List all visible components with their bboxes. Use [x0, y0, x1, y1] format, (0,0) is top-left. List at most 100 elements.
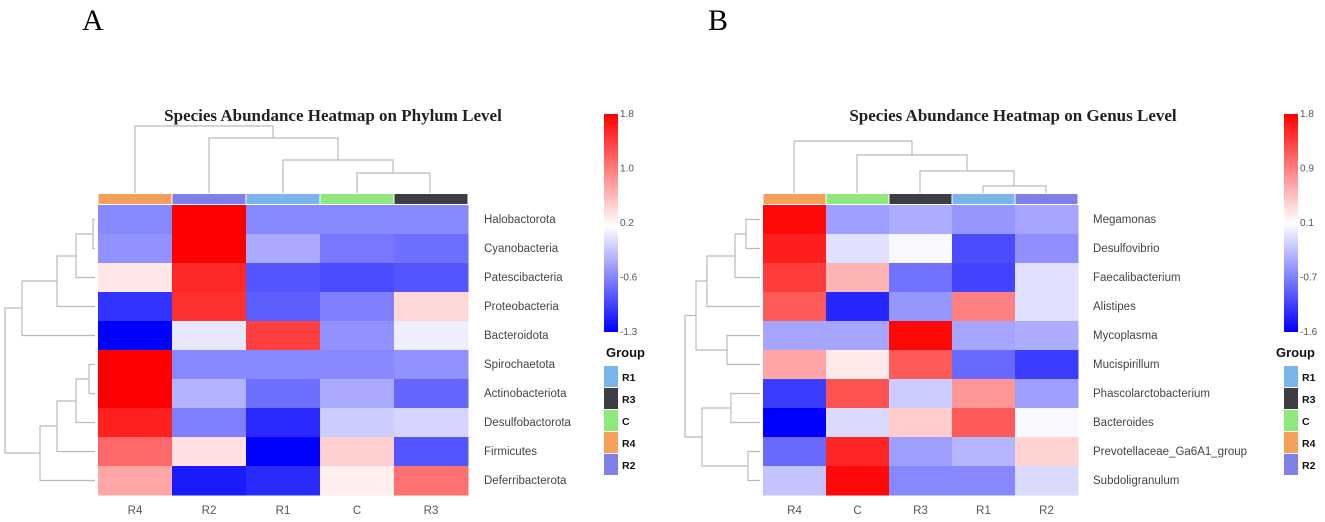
heatmap-cell [952, 321, 1016, 351]
row-dendrogram-b [684, 218, 760, 482]
colorbar-tick: 1.0 [620, 164, 634, 175]
row-label: Faecalibacterium [1093, 272, 1181, 284]
heatmap-cell [952, 350, 1016, 380]
colorbar [604, 114, 618, 332]
legend-swatch [604, 388, 618, 409]
heatmap-cell [952, 466, 1016, 496]
column-label: R4 [787, 505, 802, 517]
colorbar-tick: 0.9 [1300, 164, 1314, 175]
heatmap-cell [763, 437, 827, 467]
group-annotation-bar [763, 194, 826, 204]
legend-swatch [604, 410, 618, 431]
heatmap-cell [98, 321, 173, 351]
heatmap-cell [889, 234, 953, 264]
heatmap-cell [320, 234, 395, 264]
panel-label-a: A [82, 4, 104, 37]
heatmap-cell [826, 205, 890, 235]
column-label: R2 [202, 505, 217, 517]
heatmap-cell [246, 408, 321, 438]
group-annotation-bar [826, 194, 889, 204]
colorbar [1284, 114, 1298, 332]
heatmap-cell [246, 466, 321, 496]
heatmap-cell [1015, 350, 1079, 380]
colorbar-tick: 0.2 [620, 218, 634, 229]
heatmap-cell [98, 263, 173, 293]
panel-label-b: B [708, 4, 728, 37]
group-annotation-bar [246, 194, 320, 204]
heatmap-cell [98, 437, 173, 467]
heatmap-cell [246, 234, 321, 264]
row-label: Halobactorota [484, 214, 556, 226]
heatmap-cell [98, 292, 173, 322]
heatmap-cell [394, 292, 469, 322]
row-label: Mucispirillum [1093, 359, 1159, 371]
legend-swatch [604, 432, 618, 453]
heatmap-cell [763, 350, 827, 380]
heatmap-cell [763, 263, 827, 293]
colorbar-tick: -1.3 [620, 327, 638, 338]
heatmap-cell [320, 350, 395, 380]
row-label: Bacteroidota [484, 330, 549, 342]
heatmap-cell [172, 350, 247, 380]
row-label: Bacteroides [1093, 417, 1154, 429]
row-label: Megamonas [1093, 214, 1157, 226]
heatmap-cell [394, 263, 469, 293]
legend-label: R3 [1302, 394, 1316, 406]
heatmap-cell [320, 379, 395, 409]
heatmap-cell [763, 205, 827, 235]
heatmap-cell [394, 466, 469, 496]
row-label: Spirochaetota [484, 359, 556, 371]
heatmap-cell [763, 234, 827, 264]
heatmap-cell [1015, 321, 1079, 351]
heatmap-cell [952, 263, 1016, 293]
heatmap-cell [320, 205, 395, 235]
title-a: Species Abundance Heatmap on Phylum Leve… [164, 106, 502, 125]
legend-label: C [622, 416, 630, 428]
heatmap-cell [952, 292, 1016, 322]
heatmap-cell [320, 263, 395, 293]
row-label: Subdoligranulum [1093, 475, 1179, 487]
row-label: Desulfovibrio [1093, 243, 1159, 255]
heatmap-cell [952, 408, 1016, 438]
row-label: Cyanobacteria [484, 243, 559, 255]
row-label: Firmicutes [484, 446, 537, 458]
legend-swatch [604, 366, 618, 387]
heatmap-cell [1015, 466, 1079, 496]
heatmap-cell [1015, 379, 1079, 409]
row-label: Desulfobactorota [484, 417, 572, 429]
heatmap-cell [889, 379, 953, 409]
heatmap-cell [889, 350, 953, 380]
row-dendrogram-a [4, 218, 95, 482]
legend-label: R4 [1302, 438, 1316, 450]
heatmap-cell [172, 292, 247, 322]
heatmap-cell [889, 437, 953, 467]
column-label: R3 [424, 505, 439, 517]
legend-label: R3 [622, 394, 636, 406]
column-dendrogram-a [134, 125, 431, 193]
heatmap-cell [1015, 263, 1079, 293]
group-annotation-bar [98, 194, 172, 204]
column-label: R4 [128, 505, 143, 517]
heatmap-cell [826, 263, 890, 293]
column-label: C [853, 505, 861, 517]
legend-label: R1 [622, 372, 636, 384]
colorbar-tick: 1.8 [620, 109, 634, 120]
column-label: R1 [276, 505, 291, 517]
heatmap-cell [320, 466, 395, 496]
legend-swatch [1284, 454, 1298, 475]
heatmap-cell [172, 205, 247, 235]
heatmap-cell [952, 234, 1016, 264]
title-b: Species Abundance Heatmap on Genus Level [849, 106, 1177, 125]
heatmap-cell [320, 321, 395, 351]
heatmap-cell [889, 292, 953, 322]
heatmap-cell [98, 234, 173, 264]
row-label: Alistipes [1093, 301, 1136, 313]
heatmap-cell [394, 205, 469, 235]
heatmap-cell [172, 263, 247, 293]
heatmap-cell [763, 408, 827, 438]
group-annotation-bar [889, 194, 952, 204]
heatmap-cell [889, 321, 953, 351]
heatmap-cell [246, 321, 321, 351]
heatmap-cell [246, 292, 321, 322]
